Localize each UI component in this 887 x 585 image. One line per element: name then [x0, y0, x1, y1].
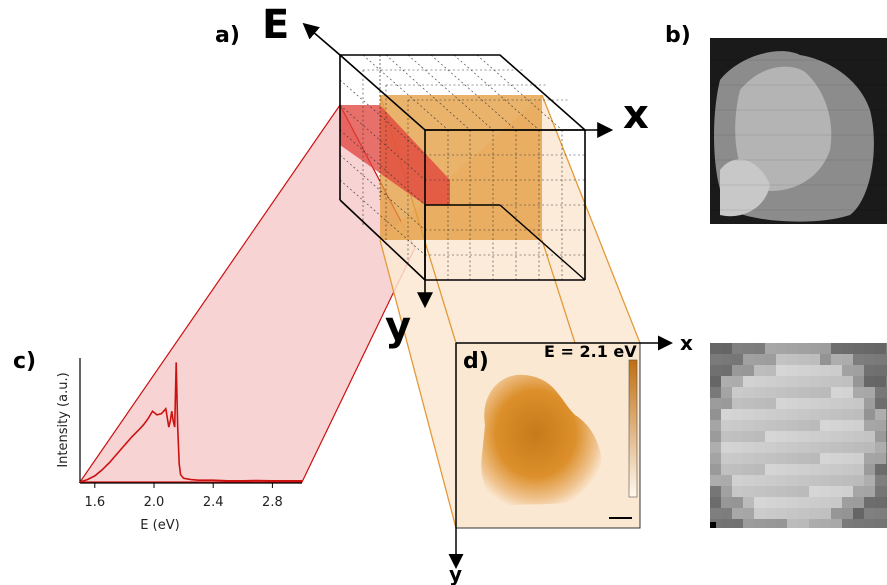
colorbar — [629, 360, 637, 497]
intensity-map — [456, 343, 670, 566]
x-tick-label: 2.0 — [144, 495, 165, 510]
map-axis-y: y — [449, 562, 462, 585]
y-axis-label: Intensity (a.u.) — [56, 372, 71, 467]
panel-label-d: d) — [463, 349, 489, 374]
x-axis-label: E (eV) — [140, 518, 179, 533]
x-tick-label: 2.4 — [203, 495, 224, 510]
x-ticks: 1.6 2.0 2.4 2.8 — [84, 483, 282, 510]
x-tick-label: 1.6 — [84, 495, 105, 510]
cube-axis-y: y — [385, 304, 411, 350]
panel-label-a: a) — [215, 23, 240, 48]
energy-label: E = 2.1 eV — [544, 342, 637, 361]
haadf-image — [710, 38, 887, 224]
map-axis-x: x — [680, 331, 693, 355]
panel-label-b: b) — [665, 23, 691, 48]
cube-axis-energy: E — [262, 2, 289, 48]
cube-axis-x: x — [623, 92, 649, 138]
pixel-map — [710, 343, 887, 528]
x-tick-label: 2.8 — [262, 495, 283, 510]
panel-label-c: c) — [13, 349, 36, 374]
